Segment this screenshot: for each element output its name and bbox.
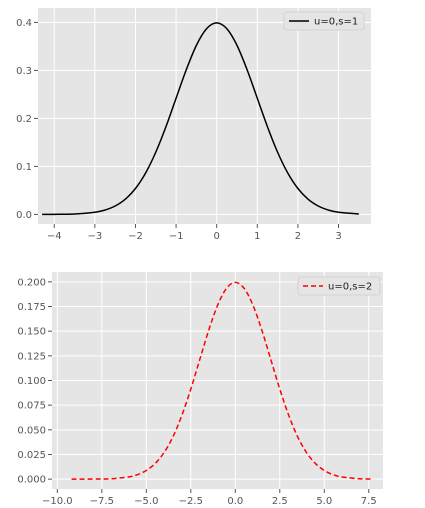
y-tick-label: 0.125 [17,351,46,362]
x-tick-label: 1 [254,231,260,242]
x-tick-label: −1 [169,231,184,242]
y-tick-label: 0.1 [16,162,32,173]
legend-box [283,11,365,31]
y-tick-label: 0.000 [17,475,46,486]
y-tick-label: 0.3 [16,66,32,77]
x-tick-label: −2 [128,231,143,242]
x-tick-label: 2 [295,231,301,242]
x-tick-label: −7.5 [90,496,114,507]
x-tick-label: 2.5 [272,496,288,507]
x-tick-label: 0.0 [227,496,243,507]
y-tick-label: 0.050 [17,425,46,436]
series-line-u=0,s=2 [71,281,371,480]
y-tick-label: 0.2 [16,114,32,125]
y-tick-label: 0.4 [16,18,32,29]
legend-box [297,276,381,296]
x-tick-label: 3 [335,231,341,242]
y-tick-label: 0.100 [17,376,46,387]
x-tick-label: −10.0 [42,496,73,507]
legend: u=0,s=2 [297,276,381,296]
chart-panel-1: −4 −3 −2 −1 0 1 2 3 0.0 0.1 0.2 0.3 0.4 u=0,s=1 [16,8,371,242]
legend: u=0,s=1 [283,11,365,31]
x-tick-label: −2.5 [179,496,203,507]
y-tick-label: 0.0 [16,210,32,221]
series-line-u=0,s=1 [42,22,359,216]
x-tick-label: −5.0 [134,496,158,507]
x-tick-label: 5.0 [316,496,332,507]
chart-panel-2: −10.0 −7.5 −5.0 −2.5 0.0 2.5 5.0 7.5 0.000 0.025 0… [17,272,383,507]
y-tick-label: 0.200 [17,277,46,288]
y-tick-label: 0.025 [17,450,46,461]
legend-entry-label: u=0,s=2 [328,282,372,293]
y-tick-label: 0.175 [17,302,46,313]
x-tick-label: 7.5 [361,496,377,507]
legend-entry-label: u=0,s=1 [314,17,358,28]
x-tick-label: −4 [47,231,62,242]
plot-area [38,8,371,224]
x-tick-label: 0 [213,231,219,242]
y-tick-label: 0.150 [17,327,46,338]
y-tick-label: 0.075 [17,401,46,412]
x-tick-label: −3 [87,231,102,242]
